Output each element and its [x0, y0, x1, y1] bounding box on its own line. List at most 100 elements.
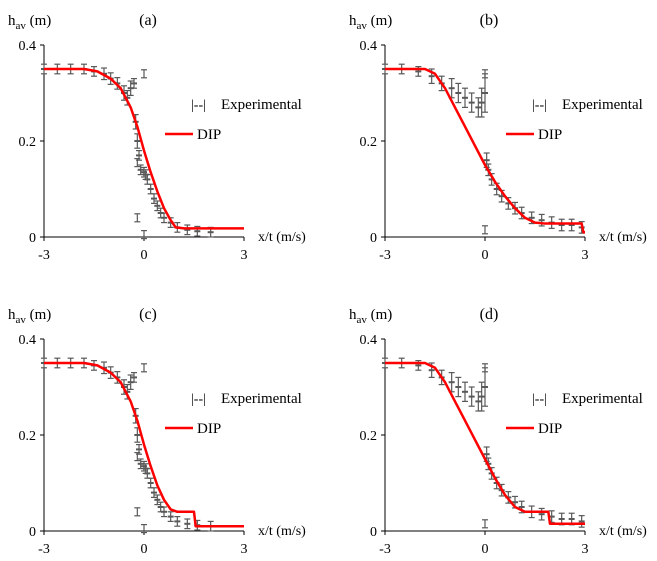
experimental-outlier: [141, 523, 147, 534]
experimental-point: [184, 224, 191, 236]
y-tick-label: 0: [29, 525, 36, 540]
legend-label-experimental: Experimental: [562, 97, 643, 113]
x-tick-label: 0: [141, 248, 148, 263]
experimental-point: [478, 381, 485, 412]
experimental-series: [41, 63, 214, 240]
legend-label-experimental: Experimental: [221, 391, 302, 407]
legend-label-dip: DIP: [197, 421, 221, 437]
experimental-outlier: [482, 363, 488, 373]
experimental-point: [151, 487, 157, 498]
dip-series-line: [44, 361, 244, 528]
x-axis-label: x/t (m/s): [258, 230, 306, 245]
experimental-outlier: [134, 507, 141, 517]
legend-label-dip: DIP: [197, 127, 221, 143]
panel-label: (c): [139, 306, 157, 323]
experimental-point: [184, 518, 191, 530]
experimental-series: [382, 357, 585, 529]
x-tick-label: 3: [582, 542, 589, 557]
legend-label-dip: DIP: [538, 421, 562, 437]
experimental-point: [455, 82, 462, 104]
y-axis-label: hav (m): [349, 307, 392, 326]
x-tick-label: 0: [141, 542, 148, 557]
experimental-series: [382, 63, 585, 235]
dip-series-line: [385, 361, 585, 526]
y-tick-label: 0.4: [360, 333, 378, 348]
x-tick-label: -3: [379, 248, 391, 263]
experimental-point: [147, 183, 154, 195]
experimental-point: [448, 372, 455, 393]
experimental-point: [455, 376, 462, 398]
experimental-point: [482, 367, 488, 407]
experimental-outlier: [141, 230, 147, 240]
experimental-point: [428, 68, 435, 85]
experimental-point: [468, 386, 475, 407]
y-tick-label: 0: [370, 231, 377, 246]
y-tick-label: 0.4: [360, 39, 378, 54]
y-axis-label: hav (m): [8, 13, 51, 32]
experimental-point: [538, 507, 545, 521]
y-tick-label: 0.2: [360, 135, 378, 150]
experimental-outlier: [482, 519, 488, 529]
experimental-point: [568, 218, 575, 232]
panel-label: (a): [139, 12, 157, 29]
y-tick-label: 0.2: [360, 429, 378, 444]
experimental-point: [151, 193, 157, 204]
x-axis-label: x/t (m/s): [599, 230, 647, 245]
experimental-point: [468, 92, 475, 113]
dip-series-line: [385, 67, 585, 234]
x-tick-label: 0: [482, 248, 489, 263]
legend-marker-experimental: |--|: [191, 392, 206, 407]
experimental-outlier: [134, 213, 141, 223]
x-tick-label: 3: [241, 542, 248, 557]
x-tick-label: 3: [241, 248, 248, 263]
experimental-point: [174, 515, 181, 527]
experimental-point: [161, 506, 167, 518]
legend-label-dip: DIP: [538, 127, 562, 143]
experimental-point: [475, 391, 482, 412]
y-tick-label: 0.4: [19, 39, 37, 54]
experimental-point: [161, 212, 167, 224]
experimental-point: [147, 477, 154, 489]
dip-series-line: [44, 67, 244, 230]
x-tick-label: -3: [38, 248, 50, 263]
x-axis-label: x/t (m/s): [258, 524, 306, 539]
experimental-point: [154, 200, 161, 212]
experimental-point: [558, 218, 565, 232]
x-tick-label: -3: [38, 542, 50, 557]
experimental-point: [478, 87, 485, 118]
experimental-point: [462, 87, 468, 109]
experimental-point: [462, 381, 468, 402]
experimental-point: [475, 97, 482, 118]
y-tick-label: 0: [29, 231, 36, 246]
experimental-outlier: [134, 158, 141, 168]
experimental-outlier: [134, 452, 141, 462]
experimental-outlier: [482, 69, 488, 79]
experimental-point: [578, 515, 585, 528]
experimental-outlier: [141, 363, 147, 373]
x-tick-label: -3: [379, 542, 391, 557]
x-axis-label: x/t (m/s): [599, 524, 647, 539]
experimental-series: [41, 357, 214, 534]
experimental-point: [131, 77, 137, 89]
y-axis-label: hav (m): [8, 307, 51, 326]
experimental-point: [167, 511, 174, 523]
legend-marker-experimental: |--|: [532, 98, 547, 113]
legend-marker-experimental: |--|: [191, 98, 206, 113]
y-tick-label: 0.4: [19, 333, 37, 348]
legend-label-experimental: Experimental: [562, 391, 643, 407]
experimental-outlier: [482, 225, 488, 235]
experimental-point: [482, 73, 488, 113]
x-tick-label: 3: [582, 248, 589, 263]
y-tick-label: 0.2: [19, 429, 37, 444]
y-axis-label: hav (m): [349, 13, 392, 32]
experimental-point: [131, 372, 137, 383]
